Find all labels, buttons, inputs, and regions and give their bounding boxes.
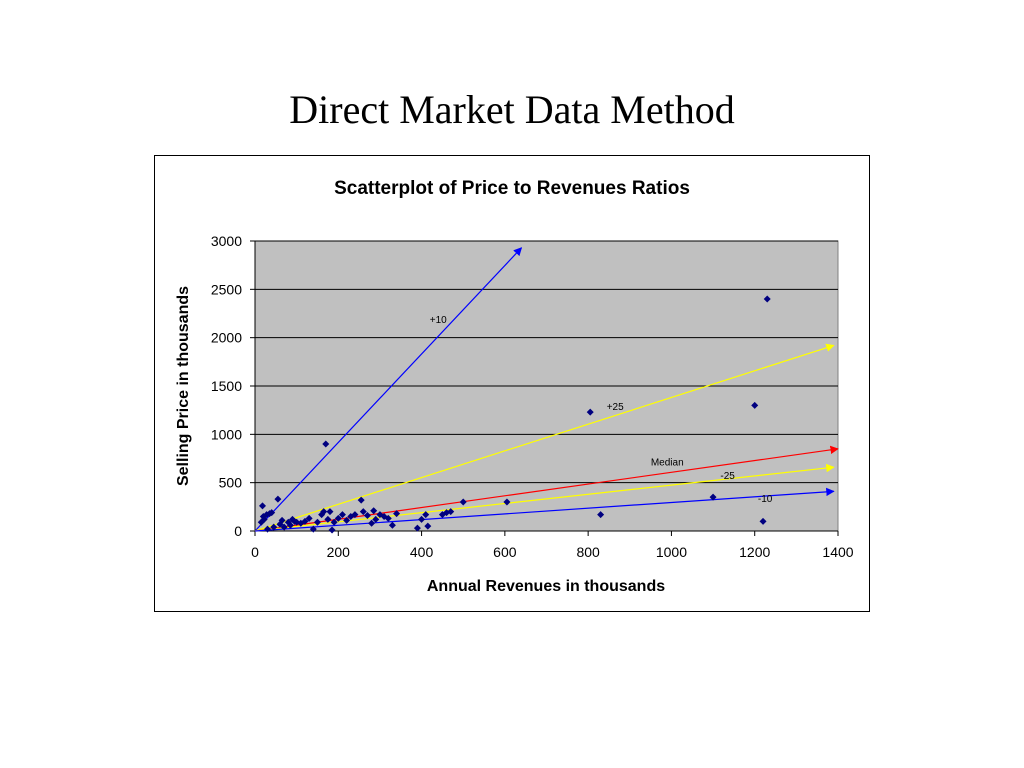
- x-tick-label: 0: [251, 544, 259, 560]
- x-axis-label: Annual Revenues in thousands: [427, 578, 665, 595]
- x-tick-label: 1000: [656, 544, 687, 560]
- reference-line: [254, 487, 835, 532]
- data-point: [359, 508, 367, 516]
- data-point: [258, 502, 266, 510]
- reference-line: [254, 463, 835, 532]
- scatter-chart: Scatterplot of Price to Revenues Ratios …: [175, 178, 854, 595]
- slide-title: Direct Market Data Method: [289, 87, 735, 132]
- data-point: [418, 515, 426, 523]
- x-tick-label: 1400: [822, 544, 853, 560]
- data-point: [322, 440, 330, 448]
- data-point: [363, 512, 371, 520]
- chart-title: Scatterplot of Price to Revenues Ratios: [334, 178, 690, 199]
- data-point: [459, 498, 467, 506]
- data-point: [270, 523, 278, 531]
- data-point: [597, 511, 605, 519]
- data-point: [274, 495, 282, 503]
- data-point: [447, 508, 455, 516]
- data-point: [260, 515, 268, 523]
- data-point: [759, 517, 767, 525]
- reference-line-label: +25: [607, 402, 624, 413]
- data-point: [305, 514, 313, 522]
- data-point: [413, 524, 421, 532]
- y-tick-label: 3000: [211, 233, 242, 249]
- data-point: [343, 516, 351, 524]
- x-tick-label: 1200: [739, 544, 770, 560]
- data-point: [328, 526, 336, 534]
- data-point: [324, 515, 332, 523]
- axes: 0 500 1000 1500 2000 2500 3000 0 200 400 600 800 100…: [211, 233, 854, 560]
- data-point: [286, 521, 294, 529]
- data-point: [278, 516, 286, 524]
- data-point: [503, 498, 511, 506]
- data-point: [268, 509, 276, 517]
- reference-line: [254, 247, 523, 532]
- data-point: [263, 525, 271, 533]
- data-point: [370, 507, 378, 515]
- data-point: [288, 515, 296, 523]
- data-point: [326, 508, 334, 516]
- data-point: [259, 513, 267, 520]
- y-tick-label: 2500: [211, 281, 242, 297]
- data-point: [384, 514, 392, 522]
- data-point: [309, 525, 317, 533]
- data-points: [257, 295, 771, 534]
- reference-line-label: -25: [720, 471, 735, 482]
- data-point: [388, 521, 396, 529]
- reference-line-label: Median: [651, 457, 684, 468]
- data-point: [393, 510, 401, 518]
- data-point: [751, 401, 759, 409]
- reference-line-label: -10: [758, 494, 773, 505]
- reference-lines: +10 +25 Median -25 -10: [254, 247, 839, 532]
- y-tick-label: 0: [234, 523, 242, 539]
- data-point: [320, 508, 328, 516]
- y-axis-label: Selling Price in thousands: [175, 286, 192, 486]
- gridlines: [255, 240, 838, 484]
- data-point: [334, 514, 342, 522]
- y-tick-label: 1000: [211, 426, 242, 442]
- data-point: [280, 523, 288, 531]
- data-point: [301, 517, 309, 525]
- chart-frame: Scatterplot of Price to Revenues Ratios …: [154, 155, 870, 612]
- x-tick-label: 400: [410, 544, 434, 560]
- data-point: [368, 519, 376, 527]
- reference-line-label: +10: [430, 315, 447, 326]
- data-point: [763, 295, 771, 303]
- x-tick-label: 600: [493, 544, 517, 560]
- data-point: [313, 518, 321, 526]
- x-tick-label: 200: [327, 544, 351, 560]
- data-point: [357, 496, 365, 504]
- data-point: [424, 522, 432, 530]
- y-tick-label: 1500: [211, 378, 242, 394]
- data-point: [709, 493, 717, 501]
- x-tick-label: 800: [576, 544, 600, 560]
- data-point: [372, 515, 380, 523]
- y-tick-label: 500: [219, 475, 243, 491]
- data-point: [330, 518, 338, 526]
- reference-line: [254, 343, 835, 532]
- y-tick-label: 2000: [211, 330, 242, 346]
- data-point: [586, 408, 594, 416]
